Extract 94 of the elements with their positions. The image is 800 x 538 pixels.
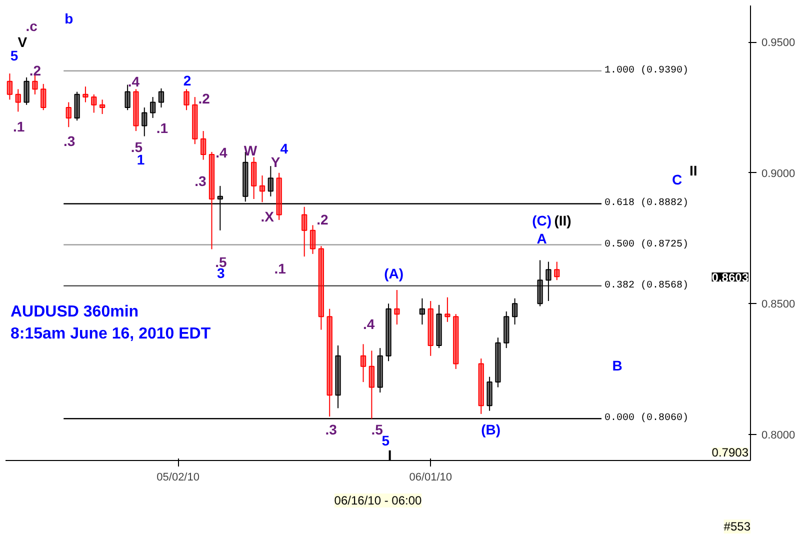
annotation: 2 bbox=[183, 72, 192, 89]
candlestick bbox=[251, 156, 257, 200]
text: 06/16/10 - 06:00 bbox=[334, 494, 422, 508]
annotation: W bbox=[244, 142, 258, 159]
annotation: 4 bbox=[280, 140, 288, 157]
annotation: A bbox=[536, 230, 547, 246]
annotation: 0.8603 bbox=[712, 270, 749, 284]
candlestick bbox=[259, 174, 266, 203]
candlestick bbox=[504, 310, 510, 349]
candlestick bbox=[537, 260, 543, 307]
candlestick bbox=[200, 130, 206, 160]
annotation: 5 bbox=[10, 48, 18, 64]
annotation: .1 bbox=[274, 260, 286, 277]
candlestick bbox=[360, 344, 366, 383]
candlestick bbox=[133, 88, 139, 132]
annotation: .3 bbox=[194, 173, 207, 190]
annotation: I bbox=[388, 446, 392, 463]
text: #553 bbox=[724, 520, 751, 534]
candlestick bbox=[453, 314, 459, 370]
x-tick-label: 06/01/10 bbox=[409, 472, 452, 484]
annotation: V bbox=[18, 34, 28, 50]
candlestick bbox=[15, 88, 21, 112]
ref-line-label: 0.618 (0.8882) bbox=[604, 197, 689, 210]
candlestick bbox=[546, 261, 552, 302]
annotation: 0.7903 bbox=[712, 446, 749, 460]
annotation: 5 bbox=[382, 432, 390, 448]
candlestick bbox=[444, 296, 450, 322]
annotation: .4 bbox=[363, 316, 375, 332]
candlestick bbox=[82, 86, 88, 103]
annotation: .c bbox=[26, 18, 38, 34]
candlestick bbox=[268, 166, 274, 197]
y-tick-label: 0.9500 bbox=[762, 37, 796, 50]
candlestick bbox=[276, 172, 282, 220]
annotation: (A) bbox=[384, 266, 404, 282]
annotation: II bbox=[689, 162, 698, 178]
candlestick bbox=[208, 151, 215, 250]
ref-line-label: 0.000 (0.8060) bbox=[604, 412, 689, 424]
candlestick bbox=[377, 348, 383, 394]
annotation: .3 bbox=[325, 421, 338, 438]
y-tick-label: 0.8000 bbox=[762, 429, 796, 442]
candlestick bbox=[326, 308, 332, 418]
candlestick bbox=[142, 106, 148, 137]
candlestick bbox=[478, 358, 484, 414]
candlestick bbox=[150, 96, 156, 118]
text: AUDUSD 360min bbox=[10, 304, 139, 320]
annotation: .5 bbox=[371, 421, 384, 438]
candlestick bbox=[436, 304, 442, 349]
candlestick bbox=[6, 72, 13, 100]
y-tick-label: 0.8500 bbox=[762, 298, 796, 311]
candlestick bbox=[40, 83, 46, 111]
candlestick bbox=[368, 350, 374, 420]
annotation: B bbox=[612, 358, 622, 374]
candlestick bbox=[495, 337, 501, 388]
text: 8:15am June 16, 2010 EDT bbox=[10, 326, 211, 342]
candlestick bbox=[318, 246, 324, 330]
annotation: C bbox=[672, 171, 682, 188]
x-tick-label: 05/02/10 bbox=[156, 472, 200, 484]
ref-line-label: 1.000 (0.9390) bbox=[604, 64, 689, 76]
annotation: .2 bbox=[316, 211, 328, 228]
annotation: (B) bbox=[481, 421, 501, 438]
candlestick bbox=[335, 344, 341, 409]
candlestick bbox=[310, 224, 316, 254]
candlestick bbox=[24, 76, 30, 106]
annotation: (C) bbox=[532, 212, 552, 228]
annotation: .1 bbox=[156, 120, 168, 136]
candlestick bbox=[158, 88, 164, 108]
ref-line-label: 0.500 (0.8725) bbox=[604, 238, 689, 250]
annotation: .2 bbox=[198, 90, 210, 107]
annotation: .4 bbox=[128, 74, 140, 90]
annotation: .2 bbox=[29, 62, 42, 78]
candlestick bbox=[512, 298, 518, 326]
candlestick bbox=[394, 290, 400, 326]
candlestick bbox=[99, 99, 106, 115]
candlestick bbox=[66, 102, 72, 128]
annotation: .4 bbox=[216, 144, 228, 160]
candlestick bbox=[386, 303, 392, 362]
annotation: .3 bbox=[64, 133, 76, 150]
annotation: .1 bbox=[13, 118, 25, 134]
candlestick bbox=[184, 88, 190, 111]
candlestick bbox=[74, 91, 80, 122]
annotation: (II) bbox=[554, 212, 572, 228]
candlestick bbox=[486, 376, 492, 412]
candlestick bbox=[124, 84, 130, 111]
candlestick bbox=[192, 96, 198, 145]
annotation: Y bbox=[270, 154, 281, 170]
candlestick bbox=[302, 206, 308, 258]
candlestick bbox=[554, 261, 560, 281]
y-tick-label: 0.9000 bbox=[762, 168, 796, 180]
ref-line-label: 0.382 (0.8568) bbox=[604, 279, 689, 292]
candlestick bbox=[428, 300, 434, 356]
candlestick bbox=[91, 94, 97, 114]
annotation: b bbox=[64, 10, 74, 26]
candlestick bbox=[419, 298, 426, 326]
annotation: .X bbox=[260, 208, 275, 225]
